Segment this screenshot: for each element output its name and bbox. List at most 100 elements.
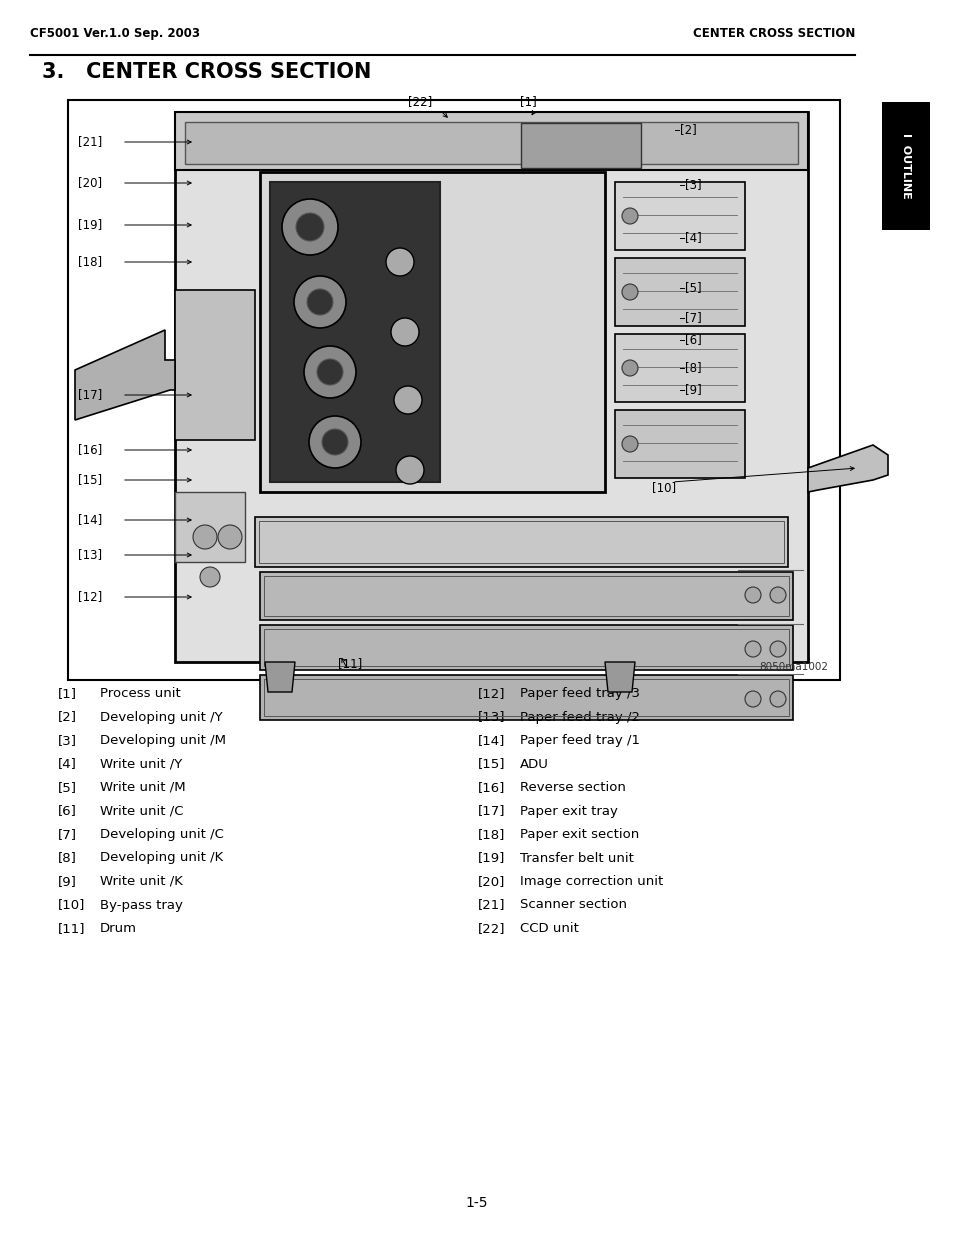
Text: [2]: [2] xyxy=(58,710,77,724)
Circle shape xyxy=(621,359,638,375)
Text: [21]: [21] xyxy=(477,899,505,911)
Text: [5]: [5] xyxy=(58,781,77,794)
Circle shape xyxy=(295,212,324,241)
Circle shape xyxy=(294,275,346,329)
Bar xyxy=(615,258,744,326)
Circle shape xyxy=(386,248,414,275)
Text: Developing unit /Y: Developing unit /Y xyxy=(100,710,222,724)
Text: Paper feed tray /2: Paper feed tray /2 xyxy=(519,710,639,724)
Bar xyxy=(254,517,787,567)
Bar xyxy=(174,290,254,440)
Text: [3]: [3] xyxy=(58,734,77,747)
Text: ADU: ADU xyxy=(519,757,548,771)
Text: [6]: [6] xyxy=(684,333,701,347)
Bar xyxy=(258,521,783,563)
Text: Paper exit section: Paper exit section xyxy=(519,827,639,841)
Text: [2]: [2] xyxy=(679,124,696,137)
Text: Process unit: Process unit xyxy=(100,687,180,700)
Text: [4]: [4] xyxy=(684,231,701,245)
Text: Drum: Drum xyxy=(100,923,137,935)
Polygon shape xyxy=(265,662,294,692)
Bar xyxy=(174,492,245,562)
Text: [22]: [22] xyxy=(477,923,505,935)
Text: [14]: [14] xyxy=(477,734,505,747)
Text: [13]: [13] xyxy=(477,710,505,724)
Circle shape xyxy=(744,692,760,706)
Text: [5]: [5] xyxy=(684,282,700,294)
Text: Image correction unit: Image correction unit xyxy=(519,876,662,888)
Polygon shape xyxy=(807,445,887,492)
Text: Paper feed tray /3: Paper feed tray /3 xyxy=(519,687,639,700)
Circle shape xyxy=(282,199,337,254)
Bar xyxy=(260,572,792,620)
Circle shape xyxy=(316,359,343,385)
Bar xyxy=(264,576,788,616)
Text: I  OUTLINE: I OUTLINE xyxy=(900,133,910,199)
Text: Developing unit /K: Developing unit /K xyxy=(100,851,223,864)
Text: [1]: [1] xyxy=(58,687,77,700)
Circle shape xyxy=(391,317,418,346)
Text: CCD unit: CCD unit xyxy=(519,923,578,935)
Bar xyxy=(68,100,840,680)
Text: [12]: [12] xyxy=(477,687,505,700)
Bar xyxy=(264,629,788,666)
Polygon shape xyxy=(604,662,635,692)
Circle shape xyxy=(744,641,760,657)
Circle shape xyxy=(621,436,638,452)
Circle shape xyxy=(769,692,785,706)
Circle shape xyxy=(193,525,216,550)
Text: CENTER CROSS SECTION: CENTER CROSS SECTION xyxy=(692,27,854,40)
Bar xyxy=(615,182,744,249)
Text: [11]: [11] xyxy=(337,657,362,671)
Text: [22]: [22] xyxy=(408,95,432,107)
Text: [3]: [3] xyxy=(684,179,700,191)
Bar xyxy=(615,333,744,403)
Text: [18]: [18] xyxy=(78,256,102,268)
Text: [7]: [7] xyxy=(58,827,77,841)
Text: [8]: [8] xyxy=(684,362,700,374)
Text: [10]: [10] xyxy=(58,899,85,911)
Text: [17]: [17] xyxy=(477,804,505,818)
Text: [16]: [16] xyxy=(77,443,102,457)
Text: By-pass tray: By-pass tray xyxy=(100,899,183,911)
Text: Write unit /K: Write unit /K xyxy=(100,876,183,888)
Bar xyxy=(260,625,792,671)
Text: [6]: [6] xyxy=(58,804,77,818)
Text: Reverse section: Reverse section xyxy=(519,781,625,794)
Bar xyxy=(264,679,788,716)
Text: [12]: [12] xyxy=(77,590,102,604)
Circle shape xyxy=(322,429,348,454)
Text: CF5001 Ver.1.0 Sep. 2003: CF5001 Ver.1.0 Sep. 2003 xyxy=(30,27,200,40)
Circle shape xyxy=(621,207,638,224)
Bar xyxy=(174,112,807,662)
Text: 8050ma1002: 8050ma1002 xyxy=(759,662,827,672)
Text: [15]: [15] xyxy=(78,473,102,487)
Circle shape xyxy=(200,567,220,587)
Text: [16]: [16] xyxy=(477,781,505,794)
Text: Developing unit /M: Developing unit /M xyxy=(100,734,226,747)
Circle shape xyxy=(304,346,355,398)
Text: [7]: [7] xyxy=(684,311,701,325)
Bar xyxy=(174,112,807,170)
Circle shape xyxy=(769,587,785,603)
Text: [1]: [1] xyxy=(519,95,536,107)
Text: Write unit /C: Write unit /C xyxy=(100,804,183,818)
Bar xyxy=(260,676,792,720)
Text: [20]: [20] xyxy=(477,876,505,888)
Text: Developing unit /C: Developing unit /C xyxy=(100,827,224,841)
Circle shape xyxy=(309,416,360,468)
Bar xyxy=(260,172,604,492)
Circle shape xyxy=(307,289,333,315)
Text: 1-5: 1-5 xyxy=(465,1195,488,1210)
Bar xyxy=(615,410,744,478)
Text: [11]: [11] xyxy=(58,923,86,935)
Text: Paper exit tray: Paper exit tray xyxy=(519,804,618,818)
Bar xyxy=(185,122,797,164)
Text: Transfer belt unit: Transfer belt unit xyxy=(519,851,633,864)
Text: [21]: [21] xyxy=(77,136,102,148)
Polygon shape xyxy=(75,330,174,420)
Text: Write unit /Y: Write unit /Y xyxy=(100,757,182,771)
Text: [13]: [13] xyxy=(78,548,102,562)
Text: [9]: [9] xyxy=(58,876,77,888)
Text: [4]: [4] xyxy=(58,757,77,771)
